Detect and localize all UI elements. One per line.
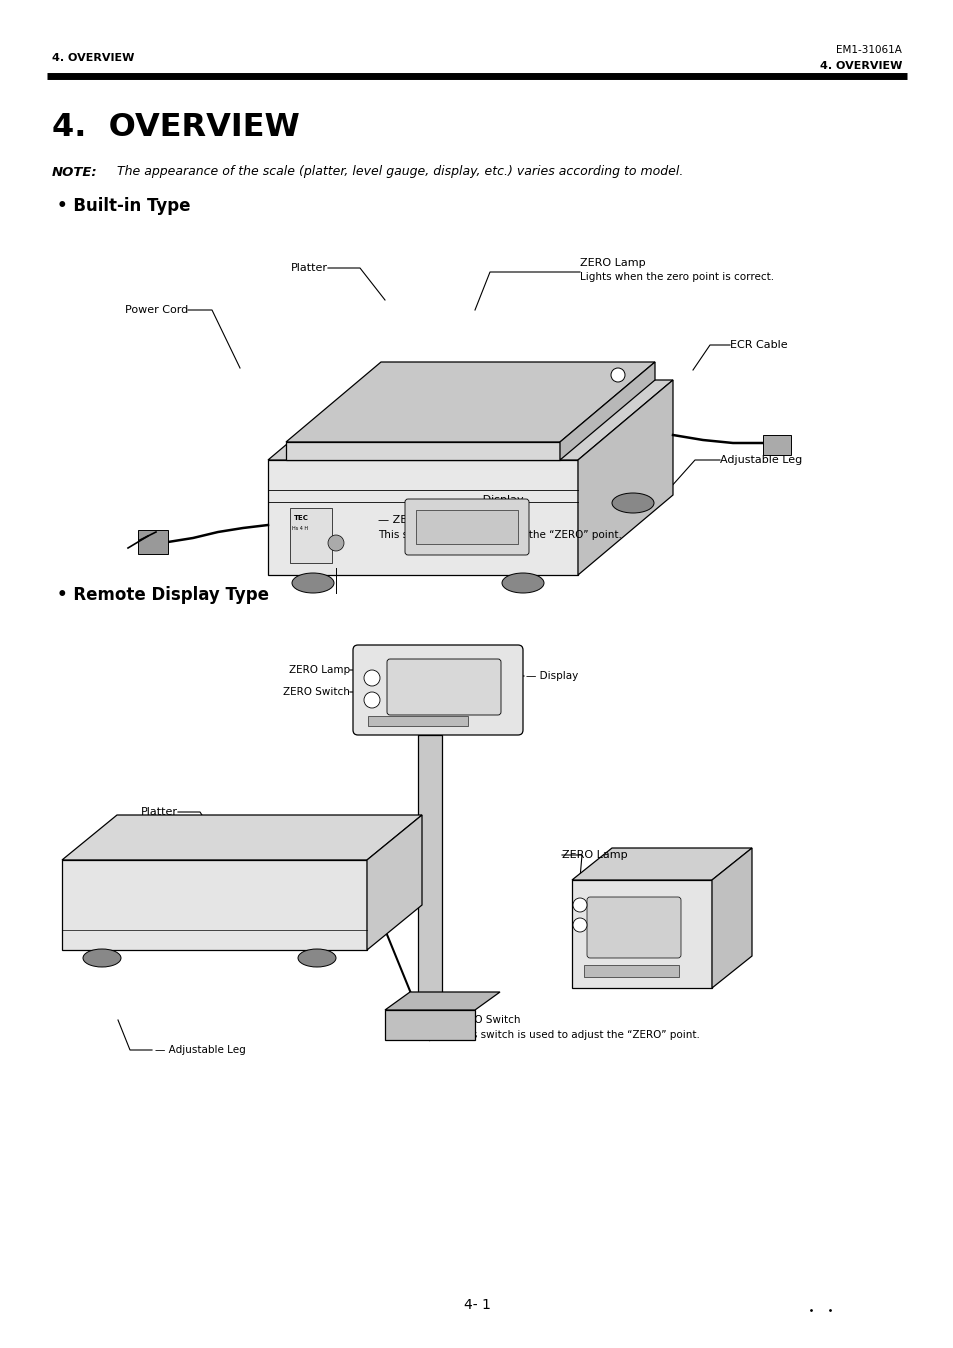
Text: Power Cord: Power Cord <box>125 305 188 315</box>
Text: • Built-in Type: • Built-in Type <box>57 197 191 214</box>
Polygon shape <box>762 435 790 456</box>
FancyBboxPatch shape <box>416 510 517 545</box>
Polygon shape <box>559 363 655 460</box>
Text: Platter: Platter <box>291 263 328 274</box>
Polygon shape <box>286 442 559 460</box>
Text: ZERO Switch: ZERO Switch <box>283 687 350 697</box>
Polygon shape <box>572 848 751 880</box>
FancyBboxPatch shape <box>405 499 529 555</box>
Circle shape <box>573 898 586 913</box>
Text: 4. OVERVIEW: 4. OVERVIEW <box>52 53 134 63</box>
Polygon shape <box>711 848 751 988</box>
Ellipse shape <box>501 573 543 593</box>
Text: Platter: Platter <box>141 807 178 817</box>
Text: Lights when the zero point is correct.: Lights when the zero point is correct. <box>579 272 773 282</box>
Text: — ZERO Switch: — ZERO Switch <box>439 1015 520 1024</box>
Text: ECR Cable: ECR Cable <box>729 340 787 350</box>
Text: 4- 1: 4- 1 <box>463 1298 490 1312</box>
Polygon shape <box>385 1010 475 1041</box>
Text: This switch is used to adjust the “ZERO” point.: This switch is used to adjust the “ZERO”… <box>377 530 621 541</box>
Text: ZERO Lamp: ZERO Lamp <box>289 665 350 675</box>
FancyBboxPatch shape <box>417 735 441 1010</box>
Polygon shape <box>367 816 421 950</box>
Text: 4.  OVERVIEW: 4. OVERVIEW <box>52 112 299 143</box>
Ellipse shape <box>297 949 335 967</box>
Text: — Display: — Display <box>525 671 578 681</box>
FancyBboxPatch shape <box>290 508 332 563</box>
Text: 4. OVERVIEW: 4. OVERVIEW <box>819 61 901 71</box>
Text: • Remote Display Type: • Remote Display Type <box>57 586 269 604</box>
Circle shape <box>364 670 379 686</box>
Text: NOTE:: NOTE: <box>52 166 97 178</box>
Text: EM1-31061A: EM1-31061A <box>835 44 901 55</box>
Text: Adjustable Leg: Adjustable Leg <box>720 456 801 465</box>
Text: — Display: — Display <box>468 495 523 506</box>
Circle shape <box>610 368 624 381</box>
Text: TEC: TEC <box>294 515 309 520</box>
Ellipse shape <box>83 949 121 967</box>
Text: ZERO Lamp: ZERO Lamp <box>579 257 645 268</box>
FancyBboxPatch shape <box>368 716 468 727</box>
Circle shape <box>573 918 586 931</box>
Polygon shape <box>268 460 578 576</box>
Circle shape <box>328 535 344 551</box>
Text: This switch is used to adjust the “ZERO” point.: This switch is used to adjust the “ZERO”… <box>456 1030 700 1041</box>
Polygon shape <box>62 860 367 950</box>
Polygon shape <box>572 880 711 988</box>
FancyBboxPatch shape <box>353 644 522 735</box>
Polygon shape <box>138 530 168 554</box>
Circle shape <box>364 692 379 708</box>
FancyBboxPatch shape <box>583 965 679 977</box>
Text: — ZERO Switch: — ZERO Switch <box>377 515 464 524</box>
Polygon shape <box>578 380 672 576</box>
FancyBboxPatch shape <box>586 896 680 958</box>
Ellipse shape <box>292 573 334 593</box>
Polygon shape <box>268 380 672 460</box>
Polygon shape <box>62 816 421 860</box>
Text: ZERO Lamp: ZERO Lamp <box>561 851 627 860</box>
Text: Hs 4 H: Hs 4 H <box>292 526 308 531</box>
Text: The appearance of the scale (platter, level gauge, display, etc.) varies accordi: The appearance of the scale (platter, le… <box>105 166 682 178</box>
Ellipse shape <box>612 493 654 514</box>
Text: — Adjustable Leg: — Adjustable Leg <box>154 1045 246 1055</box>
Polygon shape <box>385 992 499 1010</box>
Polygon shape <box>286 363 655 442</box>
FancyBboxPatch shape <box>387 659 500 714</box>
